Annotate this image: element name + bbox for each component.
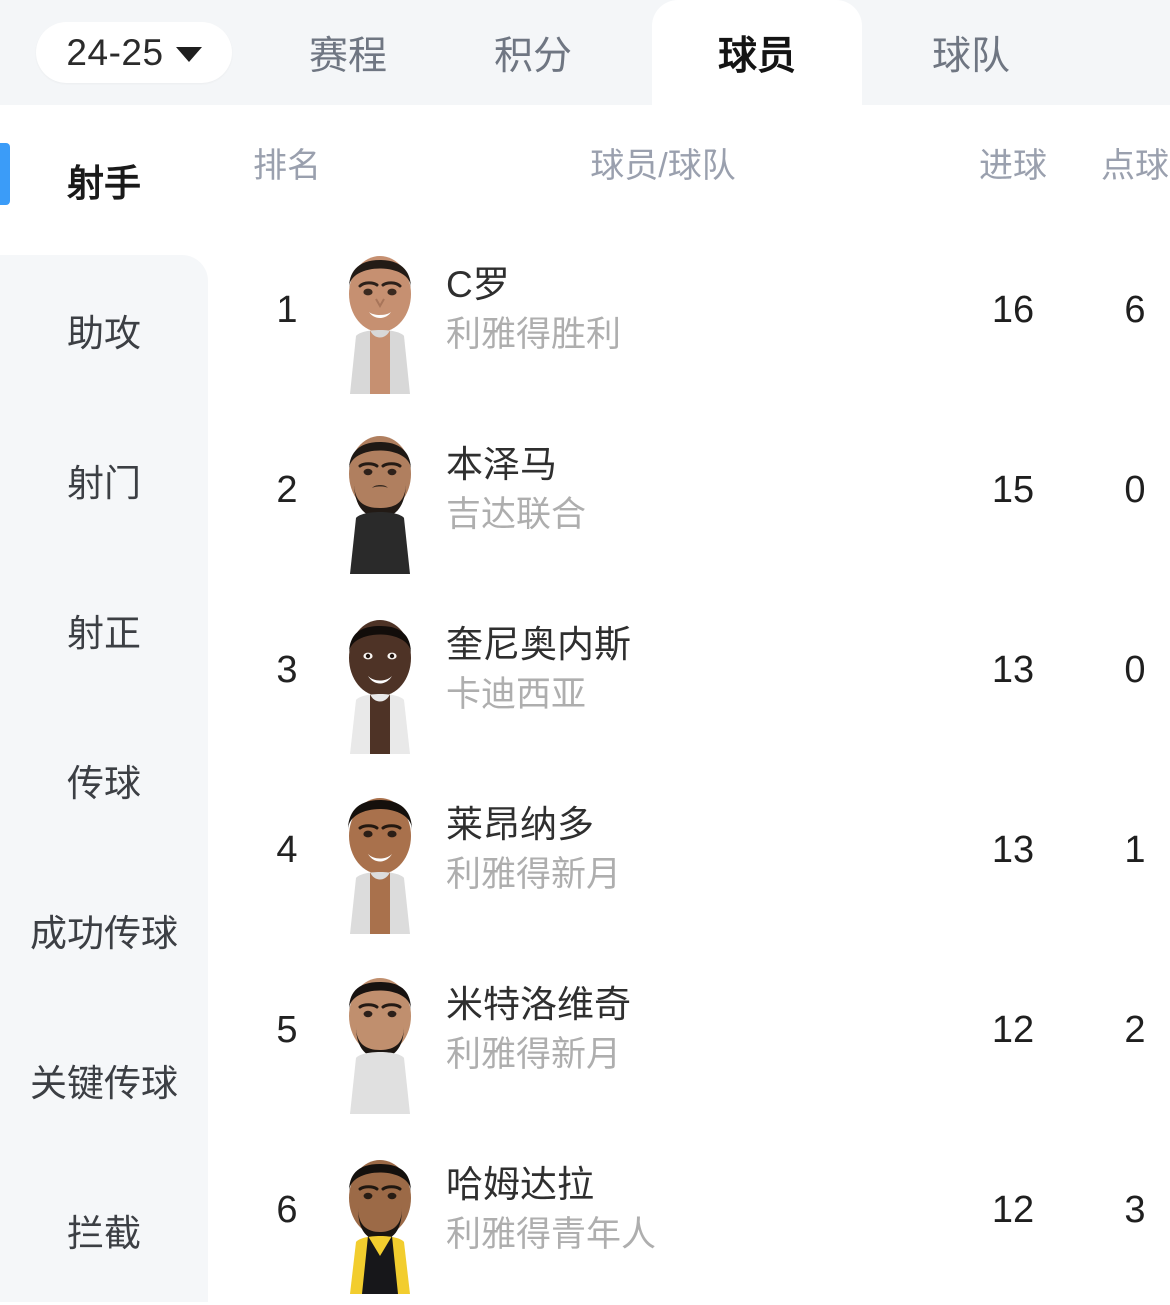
column-header-player-team: 球员/球队 [590, 147, 736, 185]
player-avatar [332, 1128, 428, 1294]
sidebar-item-assists[interactable]: 助攻 [0, 255, 208, 405]
player-name: 莱昂纳多 [446, 804, 594, 846]
column-header-rank: 排名 [253, 147, 321, 185]
cell-player-team: C罗 利雅得胜利 [446, 220, 916, 400]
sidebar-item-label: 拦截 [67, 1213, 141, 1254]
tab-schedule[interactable]: 赛程 [248, 0, 448, 105]
player-name: 米特洛维奇 [446, 984, 631, 1026]
cell-rank: 1 [276, 288, 298, 331]
cell-player-team: 奎尼奥内斯 卡迪西亚 [446, 580, 916, 760]
tab-players[interactable]: 球员 [652, 0, 862, 105]
player-avatar [332, 948, 428, 1114]
cell-rank: 6 [276, 1188, 298, 1231]
cell-rank: 3 [276, 648, 298, 691]
cell-player-team: 米特洛维奇 利雅得新月 [446, 940, 916, 1120]
player-avatar [332, 588, 428, 754]
sidebar-active-indicator [0, 143, 10, 205]
team-name: 利雅得胜利 [446, 315, 622, 355]
sidebar-panel [0, 255, 208, 1302]
cell-penalties: 2 [1124, 1008, 1146, 1051]
player-avatar [332, 408, 428, 574]
player-name: 哈姆达拉 [446, 1164, 594, 1206]
chevron-down-icon [175, 47, 202, 62]
team-name: 利雅得青年人 [446, 1215, 657, 1255]
cell-goals: 15 [991, 468, 1035, 511]
sidebar-item-label: 成功传球 [30, 913, 178, 954]
table-row[interactable]: 4 莱昂纳多 利雅得新月 13 1 [208, 760, 1170, 940]
avatar-image [349, 620, 411, 754]
season-selector[interactable]: 24-25 [36, 22, 232, 83]
avatar-image [349, 1160, 411, 1294]
avatar-image [348, 798, 412, 934]
avatar-image [349, 978, 411, 1114]
avatar-image [349, 436, 411, 574]
sidebar-item-interceptions[interactable]: 拦截 [0, 1155, 208, 1305]
sidebar-item-key-passes[interactable]: 关键传球 [0, 1005, 208, 1155]
cell-player-team: 本泽马 吉达联合 [446, 400, 916, 580]
tab-bar: 赛程 积分 球员 球队 [248, 0, 1170, 105]
sidebar: 射手 助攻 射门 射正 传球 成功传球 关键传球 拦截 [0, 105, 208, 1302]
cell-goals: 13 [991, 648, 1035, 691]
cell-penalties: 3 [1124, 1188, 1146, 1231]
cell-rank: 4 [276, 828, 298, 871]
table-row[interactable]: 3 奎尼奥内斯 卡迪西亚 13 0 [208, 580, 1170, 760]
cell-player-team: 莱昂纳多 利雅得新月 [446, 760, 916, 940]
cell-penalties: 0 [1124, 468, 1146, 511]
team-name: 利雅得新月 [446, 1035, 622, 1075]
table-row[interactable]: 2 本泽马 吉达联合 15 0 [208, 400, 1170, 580]
sidebar-item-label: 射正 [67, 613, 141, 654]
player-name: 奎尼奥内斯 [446, 624, 631, 666]
team-name: 卡迪西亚 [446, 675, 587, 715]
table-header: 排名 球员/球队 进球 点球 [208, 105, 1170, 220]
sidebar-item-label: 传球 [67, 763, 141, 804]
tab-players-label: 球员 [717, 34, 796, 78]
tab-teams-label: 球队 [931, 34, 1010, 78]
cell-penalties: 1 [1124, 828, 1146, 871]
season-selector-label: 24-25 [66, 32, 164, 73]
table-row[interactable]: 1 C罗 利雅得胜利 16 6 [208, 220, 1170, 400]
top-bar: 24-25 赛程 积分 球员 球队 [0, 0, 1170, 105]
cell-penalties: 0 [1124, 648, 1146, 691]
avatar-image [349, 256, 411, 394]
cell-penalties: 6 [1124, 288, 1146, 331]
sidebar-item-scorers[interactable]: 射手 [0, 105, 208, 255]
sidebar-item-label: 射门 [67, 463, 141, 504]
cell-rank: 5 [276, 1008, 298, 1051]
players-table: 排名 球员/球队 进球 点球 1 [208, 105, 1170, 1302]
player-avatar [332, 228, 428, 394]
table-row[interactable]: 6 哈姆达拉 利雅得青年人 12 3 [208, 1120, 1170, 1300]
column-header-goals: 进球 [979, 147, 1047, 185]
tab-teams[interactable]: 球队 [876, 0, 1066, 105]
player-name: C罗 [446, 264, 510, 306]
team-name: 吉达联合 [446, 495, 587, 535]
cell-goals: 12 [991, 1008, 1035, 1051]
cell-goals: 12 [991, 1188, 1035, 1231]
sidebar-item-label: 射手 [67, 163, 141, 204]
cell-rank: 2 [276, 468, 298, 511]
team-name: 利雅得新月 [446, 855, 622, 895]
sidebar-item-passes[interactable]: 传球 [0, 705, 208, 855]
cell-player-team: 哈姆达拉 利雅得青年人 [446, 1120, 916, 1300]
tab-standings-label: 积分 [493, 34, 572, 78]
player-avatar [332, 768, 428, 934]
cell-goals: 13 [991, 828, 1035, 871]
sidebar-item-successful-passes[interactable]: 成功传球 [0, 855, 208, 1005]
sidebar-item-shots[interactable]: 射门 [0, 405, 208, 555]
sidebar-item-shots-on-target[interactable]: 射正 [0, 555, 208, 705]
sidebar-item-label: 关键传球 [30, 1063, 178, 1104]
tab-schedule-label: 赛程 [308, 34, 387, 78]
player-name: 本泽马 [446, 444, 557, 486]
table-row[interactable]: 5 米特洛维奇 利雅得新月 12 2 [208, 940, 1170, 1120]
tab-standings[interactable]: 积分 [438, 0, 628, 105]
cell-goals: 16 [991, 288, 1035, 331]
column-header-penalties: 点球 [1101, 147, 1169, 185]
sidebar-item-label: 助攻 [67, 313, 141, 354]
